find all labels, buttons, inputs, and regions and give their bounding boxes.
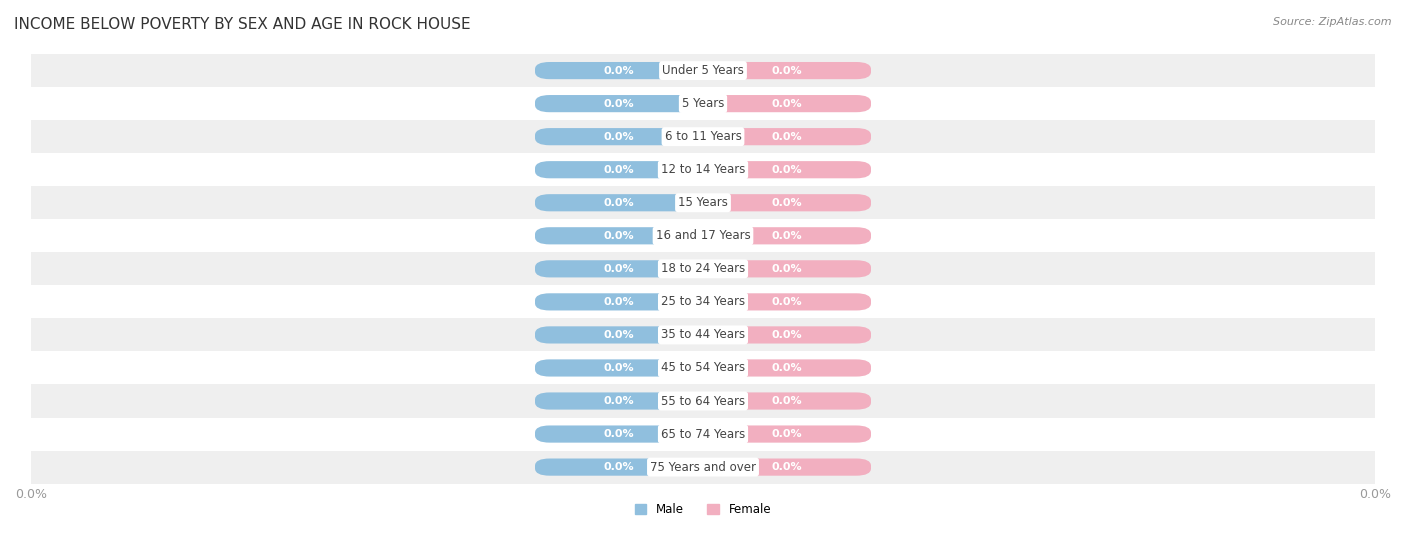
FancyBboxPatch shape: [536, 359, 703, 377]
FancyBboxPatch shape: [536, 128, 703, 145]
Text: 0.0%: 0.0%: [603, 198, 634, 208]
Text: 0.0%: 0.0%: [603, 297, 634, 307]
FancyBboxPatch shape: [703, 128, 870, 145]
Text: 0.0%: 0.0%: [772, 429, 803, 439]
FancyBboxPatch shape: [536, 194, 703, 211]
FancyBboxPatch shape: [703, 392, 870, 410]
Text: 75 Years and over: 75 Years and over: [650, 460, 756, 474]
Text: 12 to 14 Years: 12 to 14 Years: [661, 163, 745, 176]
Text: 55 to 64 Years: 55 to 64 Years: [661, 395, 745, 407]
Bar: [31, 54, 1375, 87]
Text: 45 to 54 Years: 45 to 54 Years: [661, 362, 745, 374]
FancyBboxPatch shape: [703, 227, 870, 244]
FancyBboxPatch shape: [703, 425, 870, 442]
Text: 0.0%: 0.0%: [772, 462, 803, 472]
FancyBboxPatch shape: [536, 95, 703, 112]
FancyBboxPatch shape: [536, 227, 703, 244]
Text: 0.0%: 0.0%: [603, 165, 634, 175]
Text: 25 to 34 Years: 25 to 34 Years: [661, 295, 745, 309]
Text: 0.0%: 0.0%: [603, 99, 634, 109]
Bar: [31, 153, 1375, 186]
Text: 0.0%: 0.0%: [603, 66, 634, 75]
Bar: [31, 87, 1375, 120]
Text: 35 to 44 Years: 35 to 44 Years: [661, 329, 745, 341]
Text: 6 to 11 Years: 6 to 11 Years: [665, 130, 741, 143]
FancyBboxPatch shape: [536, 294, 703, 310]
FancyBboxPatch shape: [536, 161, 703, 179]
Bar: [31, 417, 1375, 450]
Bar: [31, 352, 1375, 384]
Text: 0.0%: 0.0%: [603, 363, 634, 373]
Text: 0.0%: 0.0%: [772, 297, 803, 307]
FancyBboxPatch shape: [703, 95, 870, 112]
FancyBboxPatch shape: [536, 459, 703, 475]
Text: 0.0%: 0.0%: [772, 99, 803, 109]
FancyBboxPatch shape: [703, 459, 870, 475]
Text: 16 and 17 Years: 16 and 17 Years: [655, 229, 751, 242]
Text: 0.0%: 0.0%: [772, 330, 803, 340]
FancyBboxPatch shape: [703, 62, 870, 79]
FancyBboxPatch shape: [703, 294, 870, 310]
Text: 0.0%: 0.0%: [772, 198, 803, 208]
Bar: [31, 120, 1375, 153]
FancyBboxPatch shape: [703, 161, 870, 179]
Text: 0.0%: 0.0%: [772, 264, 803, 274]
Text: 0.0%: 0.0%: [603, 330, 634, 340]
Bar: [31, 384, 1375, 417]
Text: 0.0%: 0.0%: [603, 264, 634, 274]
Text: 0.0%: 0.0%: [772, 396, 803, 406]
Bar: [31, 319, 1375, 352]
Text: 0.0%: 0.0%: [772, 231, 803, 241]
FancyBboxPatch shape: [536, 62, 703, 79]
Text: 65 to 74 Years: 65 to 74 Years: [661, 427, 745, 441]
Text: 0.0%: 0.0%: [603, 396, 634, 406]
Bar: [31, 252, 1375, 285]
FancyBboxPatch shape: [703, 359, 870, 377]
FancyBboxPatch shape: [703, 326, 870, 344]
Text: 0.0%: 0.0%: [772, 363, 803, 373]
Text: 15 Years: 15 Years: [678, 196, 728, 209]
Text: 0.0%: 0.0%: [772, 165, 803, 175]
FancyBboxPatch shape: [536, 425, 703, 442]
FancyBboxPatch shape: [536, 392, 703, 410]
Text: 0.0%: 0.0%: [772, 66, 803, 75]
FancyBboxPatch shape: [703, 194, 870, 211]
Bar: [31, 450, 1375, 484]
Text: INCOME BELOW POVERTY BY SEX AND AGE IN ROCK HOUSE: INCOME BELOW POVERTY BY SEX AND AGE IN R…: [14, 17, 471, 32]
Bar: [31, 219, 1375, 252]
Legend: Male, Female: Male, Female: [630, 498, 776, 521]
Text: Under 5 Years: Under 5 Years: [662, 64, 744, 77]
Text: Source: ZipAtlas.com: Source: ZipAtlas.com: [1274, 17, 1392, 27]
Text: 0.0%: 0.0%: [603, 132, 634, 142]
FancyBboxPatch shape: [536, 260, 703, 277]
Text: 0.0%: 0.0%: [603, 462, 634, 472]
Bar: [31, 285, 1375, 319]
FancyBboxPatch shape: [536, 326, 703, 344]
Text: 5 Years: 5 Years: [682, 97, 724, 110]
Text: 0.0%: 0.0%: [603, 231, 634, 241]
FancyBboxPatch shape: [703, 260, 870, 277]
Bar: [31, 186, 1375, 219]
Text: 0.0%: 0.0%: [772, 132, 803, 142]
Text: 18 to 24 Years: 18 to 24 Years: [661, 262, 745, 275]
Text: 0.0%: 0.0%: [603, 429, 634, 439]
